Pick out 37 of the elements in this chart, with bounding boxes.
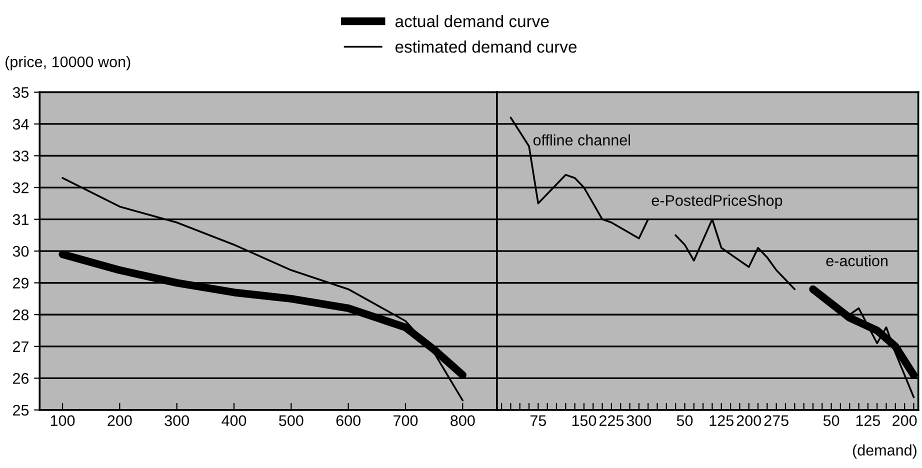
x-tick-label: 125 [710, 415, 734, 426]
x-tick-label: 200 [108, 415, 132, 426]
annotation: offline channel [533, 134, 630, 146]
x-tick-label: 300 [164, 415, 189, 426]
x-tick-label: 300 [626, 415, 652, 426]
x-tick-label: 125 [856, 415, 880, 426]
y-tick-label: 27 [13, 341, 28, 352]
x-tick-label: 600 [336, 415, 360, 426]
y-tick-label: 34 [12, 118, 29, 130]
x-tick-label: 500 [279, 415, 304, 426]
x-tick-label: 100 [50, 415, 75, 426]
x-tick-label: 800 [450, 415, 475, 426]
x-tick-label: 75 [530, 415, 546, 426]
x-tick-label: 200 [736, 415, 762, 426]
y-tick-label: 28 [13, 310, 29, 320]
x-tick-label: 150 [572, 415, 596, 426]
x-tick-label: 700 [394, 415, 418, 426]
y-axis-title: (price, 10000 won) [6, 56, 130, 70]
annotation: e-acution [826, 255, 888, 266]
x-tick-label: 275 [764, 415, 788, 426]
legend-label: estimated demand curve [395, 40, 577, 53]
legend-label: actual demand curve [395, 15, 549, 28]
y-tick-label: 33 [12, 150, 29, 162]
x-tick-label: 225 [599, 415, 624, 426]
x-tick-label: 50 [676, 415, 693, 426]
y-tick-label: 25 [13, 404, 29, 416]
annotation: e-PostedPriceShop [652, 194, 782, 209]
y-tick-label: 35 [12, 87, 29, 98]
x-tick-label: 50 [823, 415, 840, 426]
y-tick-label: 30 [12, 246, 29, 257]
y-tick-label: 29 [13, 278, 29, 289]
x-tick-label: 400 [222, 415, 246, 426]
y-tick-label: 32 [12, 182, 28, 194]
x-tick-label: 200 [892, 415, 917, 426]
y-tick-label: 26 [13, 373, 29, 384]
x-axis-title: (demand) [852, 444, 916, 459]
y-tick-label: 31 [12, 214, 28, 225]
